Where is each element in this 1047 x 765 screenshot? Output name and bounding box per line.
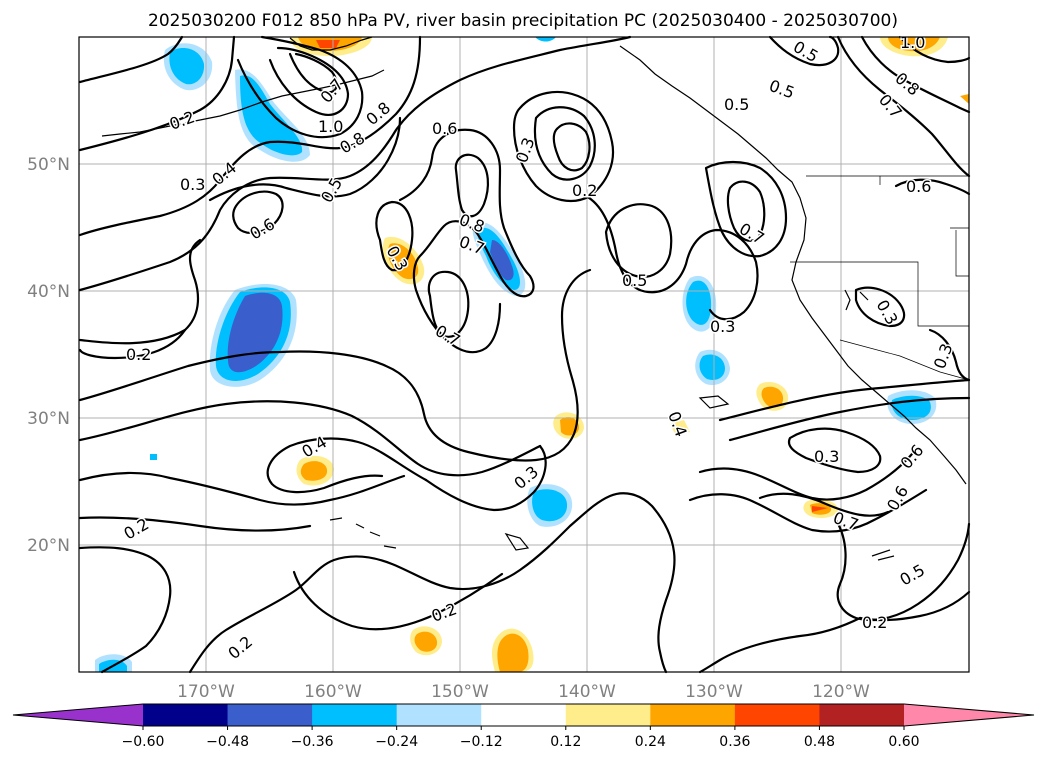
contour-label: 0.3 bbox=[180, 175, 205, 194]
lon-label: 130°W bbox=[685, 682, 743, 702]
contour-label: 1.0 bbox=[900, 33, 925, 52]
contour-label: 0.3 bbox=[814, 447, 839, 466]
map-panel: 0.2 0.3 0.4 0.6 0.5 1.0 0.8 0.8 0.7 0.6 … bbox=[78, 32, 971, 674]
pv-contours bbox=[78, 35, 971, 674]
colorbar-segment bbox=[143, 704, 229, 726]
contour-label: 0.2 bbox=[572, 181, 597, 200]
colorbar-segment bbox=[734, 704, 820, 726]
colorbar-tick-label: 0.48 bbox=[804, 734, 835, 750]
contour-label: 0.2 bbox=[126, 345, 151, 364]
lon-label: 150°W bbox=[431, 682, 489, 702]
contour-label: 0.3 bbox=[710, 317, 735, 336]
colorbar-segment bbox=[396, 704, 482, 726]
map-title: 2025030200 F012 850 hPa PV, river basin … bbox=[148, 11, 898, 31]
colorbar: −0.60 −0.48 −0.36 −0.24 −0.12 0.12 0.24 0.36 0.4… bbox=[12, 703, 1035, 750]
colorbar-segment bbox=[565, 704, 651, 726]
colorbar-tick-label: −0.48 bbox=[206, 734, 249, 750]
contour-label: 0.6 bbox=[432, 119, 457, 138]
contour-label: 0.5 bbox=[724, 95, 749, 114]
colorbar-tick-label: −0.12 bbox=[460, 734, 503, 750]
latitude-labels: 50°N 40°N 30°N 20°N bbox=[27, 155, 70, 556]
colorbar-segment bbox=[312, 704, 398, 726]
colorbar-extend-low bbox=[13, 704, 143, 726]
lat-label: 20°N bbox=[27, 536, 70, 556]
colorbar-extend-high bbox=[904, 704, 1034, 726]
colorbar-tick-label: −0.24 bbox=[375, 734, 418, 750]
contour-label: 0.6 bbox=[906, 177, 931, 196]
colorbar-segment bbox=[650, 704, 736, 726]
lon-label: 120°W bbox=[812, 682, 870, 702]
lon-label: 170°W bbox=[177, 682, 235, 702]
gridlines bbox=[79, 37, 969, 672]
lat-label: 30°N bbox=[27, 409, 70, 429]
lon-label: 140°W bbox=[558, 682, 616, 702]
colorbar-segment bbox=[819, 704, 905, 726]
lat-label: 40°N bbox=[27, 282, 70, 302]
colorbar-tick-label: 0.60 bbox=[888, 734, 919, 750]
longitude-labels: 170°W 160°W 150°W 140°W 130°W 120°W bbox=[177, 682, 870, 702]
colorbar-tick-label: 0.24 bbox=[635, 734, 666, 750]
colorbar-tick-label: −0.60 bbox=[122, 734, 165, 750]
colorbar-segment bbox=[227, 704, 313, 726]
colorbar-tick-label: 0.12 bbox=[550, 734, 581, 750]
contour-label: 1.0 bbox=[318, 117, 343, 136]
colorbar-tick-label: −0.36 bbox=[291, 734, 334, 750]
map-frame bbox=[78, 36, 970, 673]
colorbar-segment bbox=[481, 704, 567, 726]
lon-label: 160°W bbox=[304, 682, 362, 702]
lat-label: 50°N bbox=[27, 155, 70, 175]
colorbar-tick-label: 0.36 bbox=[719, 734, 750, 750]
contour-label: 0.5 bbox=[622, 271, 647, 290]
contour-label: 0.2 bbox=[862, 613, 887, 632]
